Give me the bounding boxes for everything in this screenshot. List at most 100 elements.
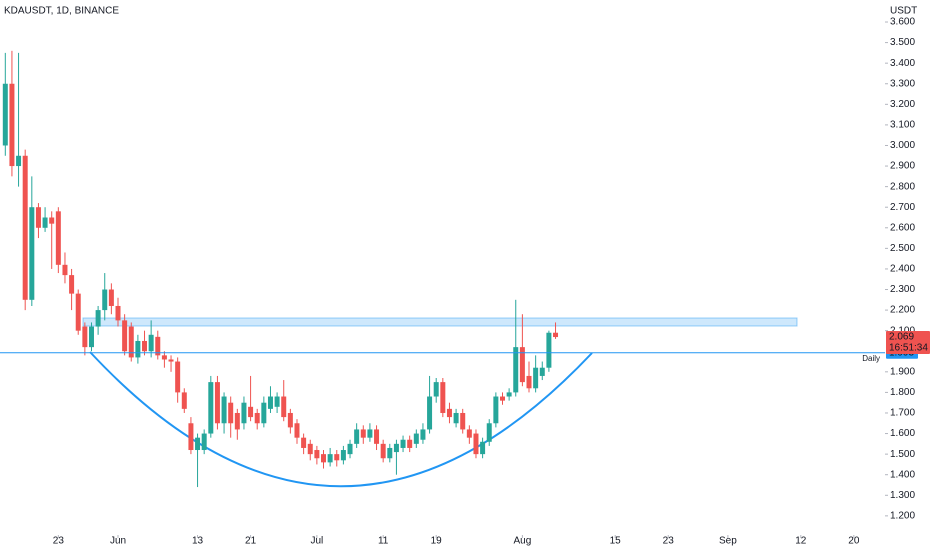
candle-body [553, 332, 559, 338]
candle-body [506, 392, 512, 397]
y-tick-label: 3.100 [890, 120, 915, 131]
candle-body [195, 437, 201, 451]
candle-body [546, 332, 552, 368]
x-tick-label: 11 [378, 536, 389, 547]
x-tick-label: 23 [53, 536, 65, 547]
candle-body [393, 443, 399, 453]
y-tick-label: 1.900 [890, 366, 915, 377]
y-tick-label: 3.500 [890, 37, 915, 48]
candle-body [367, 429, 373, 438]
candle-body [122, 320, 128, 352]
y-tick-label: 3.000 [890, 140, 915, 151]
candle-body [493, 396, 499, 424]
candle-body [499, 396, 505, 401]
candle-body [267, 396, 273, 409]
candle-body [433, 382, 439, 397]
candle-body [9, 83, 15, 167]
x-tick-label: Sep [719, 536, 737, 547]
y-tick-label: 2.600 [890, 222, 915, 233]
x-tick-label: 23 [663, 536, 675, 547]
y-tick-label: 2.400 [890, 264, 915, 275]
candle-body [440, 382, 446, 413]
y-tick-label: 3.400 [890, 58, 915, 69]
candle-body [327, 454, 333, 463]
candle-body [148, 334, 154, 352]
candle-body [287, 412, 293, 428]
x-tick-label: Jun [110, 536, 126, 547]
y-tick-label: 1.700 [890, 408, 915, 419]
candle-body [62, 264, 68, 276]
candle-body [49, 217, 55, 224]
candle-body [261, 402, 267, 424]
y-tick-label: 2.800 [890, 181, 915, 192]
candle-body [281, 396, 287, 418]
candle-body [533, 367, 539, 389]
level-name: Daily [862, 354, 880, 363]
candle-body [334, 454, 340, 461]
candle-body [234, 412, 240, 430]
candle-body [274, 396, 280, 407]
candle-body [539, 367, 545, 376]
y-tick-label: 2.200 [890, 305, 915, 316]
candle-body [69, 275, 75, 294]
candle-body [294, 423, 300, 438]
y-tick-label: 1.200 [890, 511, 915, 522]
candle-body [427, 396, 433, 430]
y-tick-label: 3.300 [890, 78, 915, 89]
x-tick-label: 13 [192, 536, 204, 547]
candle-body [241, 402, 247, 424]
candle-body [201, 433, 207, 451]
candle-body [75, 293, 81, 331]
candle-body [486, 423, 492, 442]
candle-body [413, 433, 419, 444]
candle-body [208, 382, 214, 434]
x-tick-label: 15 [610, 536, 622, 547]
candle-body [380, 443, 386, 459]
price-label-box [886, 331, 930, 355]
y-tick-label: 2.300 [890, 284, 915, 295]
x-tick-label: Aug [513, 536, 531, 547]
candle-body [400, 439, 406, 448]
candle-body [221, 396, 227, 424]
candle-body [347, 443, 353, 455]
candle-body [480, 441, 486, 455]
y-tick-label: 1.500 [890, 449, 915, 460]
candle-body [175, 361, 181, 393]
candle-body [307, 443, 313, 455]
y-tick-label: 2.700 [890, 202, 915, 213]
candle-body [420, 429, 426, 440]
candle-body [108, 289, 114, 306]
candle-body [473, 433, 479, 455]
chart-title: KDAUSDT, 1D, BINANCE [4, 6, 119, 17]
candle-body [314, 450, 320, 459]
y-tick-label: 1.600 [890, 428, 915, 439]
candle-body [88, 326, 94, 348]
currency-label: USDT [890, 6, 917, 17]
candle-body [360, 429, 366, 438]
candle-body [95, 310, 101, 327]
candle-body [254, 412, 260, 424]
candle-body [181, 392, 187, 409]
candle-body [513, 347, 519, 393]
candle-body [16, 155, 22, 167]
candle-body [248, 406, 254, 418]
y-tick-label: 2.500 [890, 243, 915, 254]
candle-body [301, 437, 307, 448]
candle-body [168, 359, 174, 362]
candle-body [340, 450, 346, 461]
candle-body [2, 83, 8, 146]
candle-body [155, 336, 161, 356]
candle-body [188, 423, 194, 451]
candle-body [102, 289, 108, 311]
candle-body [374, 429, 380, 444]
candle-body [460, 412, 466, 430]
cup-curve [89, 351, 593, 488]
candle-body [214, 382, 220, 424]
candle-body [82, 326, 88, 348]
candle-body [354, 429, 360, 444]
candle-body [135, 340, 141, 358]
candle-body [22, 155, 28, 300]
candle-body [387, 447, 393, 459]
y-tick-label: 2.100 [890, 325, 915, 336]
